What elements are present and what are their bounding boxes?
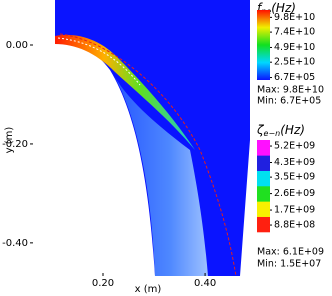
- colorbar-tick-label: 5.2E+09: [274, 141, 315, 152]
- field: [55, 0, 250, 277]
- colorbar-tick-label: 8.8E+08: [274, 220, 315, 231]
- colorbar-title-symbol: f: [257, 1, 263, 15]
- colorbar-band: [257, 186, 270, 202]
- colorbar-band: [257, 216, 270, 233]
- x-axis-label: x (m): [135, 284, 162, 295]
- y-tick-label: -0.40: [2, 238, 28, 249]
- colorbar-tick-label: 3.5E+09: [274, 172, 315, 183]
- colorbar-title-unit: (Hz): [280, 123, 305, 137]
- colorbar-title: ζe−n(Hz): [256, 123, 305, 138]
- colorbar-tick-label: 6.7E+05: [274, 72, 315, 83]
- x-tick-label: 0.20: [92, 278, 114, 289]
- colorbar: [257, 10, 270, 80]
- colorbar-tick-label: 2.5E+10: [274, 57, 315, 68]
- cutoff-line: [59, 33, 237, 277]
- y-axis-label: y (m): [4, 127, 15, 154]
- colorbar-tick-label: 1.7E+09: [274, 205, 315, 216]
- colorbar-max: Max: 6.1E+09: [257, 247, 324, 258]
- x-tick-label: 0.40: [194, 278, 216, 289]
- y-tick-label: 0.00: [6, 40, 28, 51]
- colorbar-min: Min: 1.5E+07: [257, 259, 321, 270]
- colorbar-title-subscript: e−n: [264, 129, 281, 138]
- colorbar-tick-label: 4.3E+09: [274, 157, 315, 168]
- colorbar-min: Min: 6.7E+05: [257, 96, 321, 107]
- y-tick-label: -0.20: [2, 139, 28, 150]
- colorbar-band: [257, 201, 270, 217]
- wake-region: [112, 72, 208, 276]
- colorbar-band: [257, 140, 270, 156]
- colorbar-tick-label: 9.8E+10: [274, 12, 315, 23]
- colorbar-band: [257, 155, 270, 171]
- colorbar-title-symbol: ζ: [256, 123, 265, 137]
- colorbar-max: Max: 9.8E+10: [257, 85, 324, 96]
- colorbar-tick-label: 4.9E+10: [274, 42, 315, 53]
- colorbar-title-unit: (Hz): [271, 1, 296, 15]
- colorbar-tick-label: 2.6E+09: [274, 188, 315, 199]
- colorbar-band: [257, 170, 270, 187]
- colorbar-tick-label: 7.4E+10: [274, 27, 315, 38]
